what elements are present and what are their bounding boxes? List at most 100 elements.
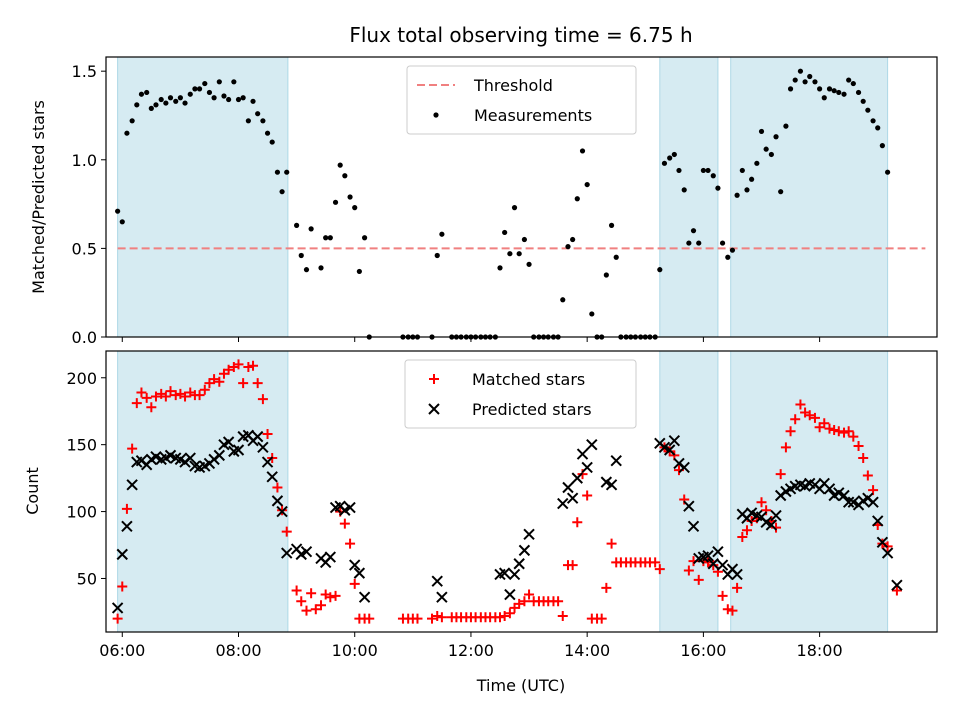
matched-point <box>727 605 738 616</box>
matched-point <box>606 538 617 549</box>
measurement-point <box>657 267 663 273</box>
matched-point <box>829 424 840 435</box>
matched-point <box>146 402 157 413</box>
predicted-point <box>523 528 535 541</box>
predicted-point <box>867 496 879 508</box>
predicted-point <box>712 546 724 558</box>
predicted-point <box>678 461 690 474</box>
matched-point <box>281 526 292 537</box>
predicted-point <box>687 520 700 532</box>
measurement-point <box>332 199 339 205</box>
measurement-point <box>817 86 823 92</box>
measurement-point <box>705 167 711 174</box>
measurement-point <box>235 96 242 103</box>
measurement-point <box>216 79 222 85</box>
measurement-point <box>356 268 362 275</box>
predicted-point <box>576 448 589 460</box>
measurement-point <box>264 130 271 136</box>
measurement-point <box>507 251 513 257</box>
predicted-point <box>232 444 245 456</box>
top-y-axis-label: Matched/Predicted stars <box>29 100 48 294</box>
measurement-point <box>841 91 847 97</box>
measurement-point <box>758 128 765 135</box>
predicted-point <box>431 575 443 587</box>
measurement-point <box>879 143 885 149</box>
measurement-point <box>710 173 716 179</box>
predicted-point <box>518 544 531 557</box>
matched-point <box>572 517 583 528</box>
matched-point <box>737 531 748 542</box>
predicted-point <box>571 472 583 484</box>
matched-point <box>199 384 210 395</box>
measurement-point <box>667 155 673 161</box>
measurement-point <box>739 167 745 174</box>
matched-point <box>514 598 525 609</box>
legend-label: Threshold <box>473 76 553 95</box>
legend-box <box>404 359 637 429</box>
matched-point <box>131 398 142 409</box>
matched-point <box>654 564 665 575</box>
legend-label: Measurements <box>474 106 592 125</box>
predicted-point <box>349 559 361 571</box>
matched-point <box>141 392 152 403</box>
matched-point <box>557 610 568 621</box>
series-predicted-stars <box>111 429 903 614</box>
matched-point <box>160 391 171 402</box>
measurement-point <box>303 267 310 273</box>
measurement-point <box>497 265 503 271</box>
predicted-point <box>876 536 889 549</box>
matched-point <box>650 557 661 568</box>
measurement-point <box>681 187 687 193</box>
measurement-point <box>439 231 445 237</box>
predicted-point <box>276 505 288 518</box>
predicted-point <box>668 434 681 447</box>
predicted-point <box>731 568 743 581</box>
measurement-point <box>821 95 827 101</box>
matched-point <box>238 378 249 389</box>
matched-point <box>775 469 786 480</box>
predicted-point <box>881 547 894 559</box>
matched-point <box>248 360 259 371</box>
matched-point <box>732 582 743 593</box>
matched-point <box>150 391 161 402</box>
matched-point <box>325 592 336 603</box>
measurement-point <box>274 169 281 175</box>
matched-point <box>785 426 796 437</box>
measurement-point <box>308 226 314 232</box>
predicted-point <box>126 479 138 491</box>
matched-point <box>165 386 176 397</box>
predicted-point <box>504 588 516 601</box>
measurement-point <box>846 77 852 83</box>
predicted-point <box>581 461 593 474</box>
predicted-point <box>586 438 598 451</box>
measurement-point <box>337 162 343 168</box>
measurement-point <box>192 86 198 92</box>
measurement-point <box>734 192 740 198</box>
measurement-point <box>875 125 881 131</box>
measurement-point <box>115 208 121 214</box>
measurement-point <box>511 205 518 211</box>
measurement-point <box>850 80 856 87</box>
y-tick-label: 50 <box>77 569 97 588</box>
matched-point <box>180 391 191 402</box>
measurement-point <box>579 148 586 154</box>
measurement-point <box>502 229 508 236</box>
predicted-point <box>261 456 274 468</box>
measurement-point <box>792 77 798 83</box>
predicted-point <box>605 479 618 491</box>
matched-point <box>553 596 564 607</box>
matched-point <box>432 610 443 621</box>
measurement-point <box>608 222 615 228</box>
x-tick-label: 08:00 <box>215 641 261 660</box>
shaded-region <box>659 56 719 338</box>
predicted-point <box>702 550 714 562</box>
measurement-point <box>725 254 731 260</box>
measurement-point <box>352 205 358 211</box>
measurement-point <box>700 167 706 174</box>
measurement-point <box>787 86 794 92</box>
measurement-point <box>134 102 140 108</box>
x-tick-label: 12:00 <box>448 641 494 660</box>
measurement-point <box>773 134 779 140</box>
matched-point <box>330 590 341 601</box>
